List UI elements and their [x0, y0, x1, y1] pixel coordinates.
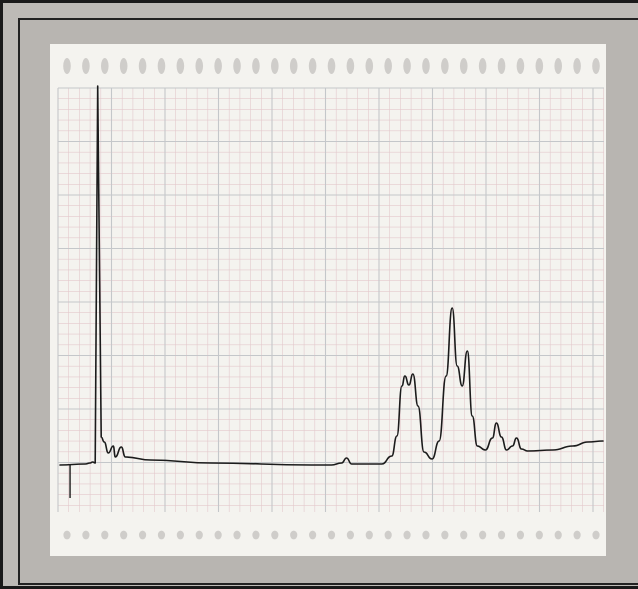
sprocket-hole	[497, 530, 506, 540]
sprocket-hole	[101, 530, 109, 540]
sprocket-hole	[441, 58, 449, 74]
sprocket-hole	[516, 530, 525, 540]
sprocket-hole	[290, 530, 298, 540]
sprocket-hole	[422, 58, 430, 74]
sprocket-hole	[592, 58, 600, 74]
sprocket-hole	[138, 58, 147, 74]
sprocket-hole	[214, 530, 222, 540]
sprocket-hole	[573, 530, 581, 540]
sprocket-hole	[327, 530, 336, 540]
sprocket-hole	[592, 530, 600, 540]
sprocket-hole	[403, 58, 411, 74]
sprocket-hole	[195, 58, 204, 74]
sprocket-hole	[554, 58, 563, 74]
paper-strip	[50, 44, 606, 556]
sprocket-hole	[157, 530, 166, 540]
sprocket-hole	[63, 530, 71, 540]
grid-minor-lines	[58, 88, 605, 512]
sprocket-hole	[403, 530, 411, 540]
sprocket-hole	[346, 58, 355, 74]
sprocket-hole	[479, 530, 487, 540]
sprocket-hole	[214, 58, 222, 74]
sprocket-hole	[365, 530, 373, 540]
sprocket-hole	[119, 58, 128, 74]
sprocket-hole	[176, 530, 184, 540]
sprocket-hole	[346, 530, 354, 540]
sprocket-hole	[157, 58, 166, 74]
chromatogram-trace	[59, 85, 604, 466]
sprocket-hole	[459, 58, 468, 74]
sprocket-hole	[138, 530, 147, 540]
sprocket-hole	[554, 530, 562, 540]
sprocket-holes-top	[63, 58, 600, 74]
sprocket-hole	[82, 58, 90, 74]
sprocket-hole	[195, 530, 203, 540]
sprocket-hole	[252, 58, 260, 74]
sprocket-hole	[176, 58, 185, 74]
sprocket-hole	[100, 58, 109, 74]
sprocket-hole	[63, 58, 71, 74]
plot-area	[59, 85, 604, 498]
sprocket-hole	[309, 530, 317, 540]
sprocket-hole	[327, 58, 336, 74]
sprocket-hole	[252, 530, 260, 540]
sprocket-hole	[460, 530, 468, 540]
sprocket-hole	[271, 530, 279, 540]
sprocket-hole	[308, 58, 317, 74]
sprocket-hole	[497, 58, 506, 74]
sprocket-hole	[365, 58, 374, 74]
sprocket-hole	[384, 530, 392, 540]
sprocket-hole	[271, 58, 279, 74]
sprocket-holes-bottom	[63, 530, 600, 540]
sprocket-hole	[441, 530, 449, 540]
sprocket-hole	[82, 530, 90, 540]
sprocket-hole	[535, 530, 543, 540]
sprocket-hole	[422, 530, 430, 540]
sprocket-hole	[535, 58, 544, 74]
sprocket-hole	[289, 58, 298, 74]
sprocket-hole	[478, 58, 487, 74]
sprocket-hole	[120, 530, 128, 540]
sprocket-hole	[233, 530, 241, 540]
sprocket-hole	[384, 58, 392, 74]
sprocket-hole	[233, 58, 241, 74]
sprocket-hole	[573, 58, 581, 74]
sprocket-hole	[516, 58, 525, 74]
